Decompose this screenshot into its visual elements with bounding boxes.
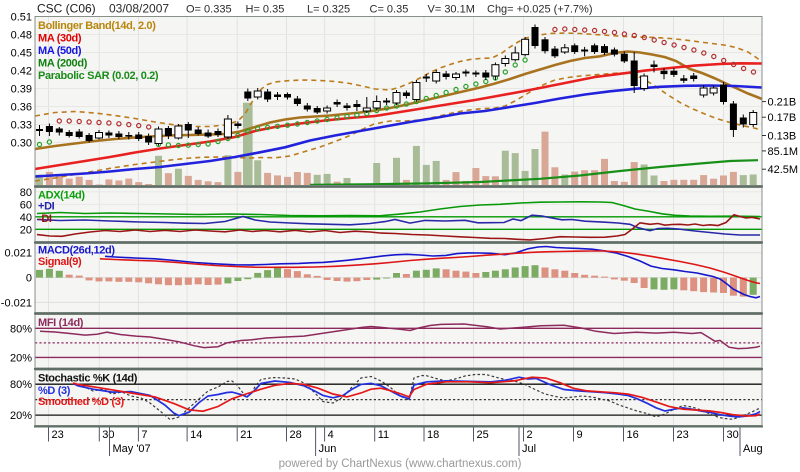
- svg-text:16: 16: [627, 429, 639, 441]
- svg-text:MA (30d): MA (30d): [38, 33, 82, 45]
- svg-text:Chg= +0.025 (+7.7%): Chg= +0.025 (+7.7%): [487, 4, 593, 16]
- svg-text:0.17B: 0.17B: [768, 112, 797, 124]
- svg-text:03/08/2007: 03/08/2007: [109, 2, 169, 16]
- svg-text:80%: 80%: [10, 323, 32, 335]
- svg-text:L= 0.325: L= 0.325: [307, 4, 350, 16]
- svg-text:MFI (14d): MFI (14d): [38, 317, 84, 329]
- svg-text:V= 30.1M: V= 30.1M: [428, 4, 475, 16]
- svg-text:85.1M: 85.1M: [768, 146, 799, 158]
- svg-text:Bollinger Band(14d, 2.0): Bollinger Band(14d, 2.0): [38, 20, 156, 32]
- svg-text:0.36: 0.36: [11, 102, 32, 114]
- svg-text:0.21B: 0.21B: [768, 97, 797, 109]
- svg-text:20%: 20%: [10, 410, 32, 422]
- svg-text:-0.021: -0.021: [1, 297, 32, 309]
- svg-text:28: 28: [290, 429, 302, 441]
- svg-text:30: 30: [727, 429, 739, 441]
- svg-text:0: 0: [26, 273, 32, 285]
- svg-text:0.33: 0.33: [11, 120, 32, 132]
- svg-text:MACD(26d,12d): MACD(26d,12d): [38, 245, 115, 257]
- svg-text:18: 18: [427, 429, 439, 441]
- svg-text:30: 30: [102, 429, 114, 441]
- svg-text:80%: 80%: [10, 379, 32, 391]
- svg-text:14: 14: [190, 429, 202, 441]
- svg-text:Signal(9): Signal(9): [38, 256, 82, 268]
- svg-text:21: 21: [240, 429, 252, 441]
- svg-text:C= 0.35: C= 0.35: [370, 4, 409, 16]
- svg-text:Parabolic SAR (0.02, 0.2): Parabolic SAR (0.02, 0.2): [38, 70, 159, 82]
- svg-text:0.48: 0.48: [11, 30, 32, 42]
- svg-text:O= 0.335: O= 0.335: [186, 4, 232, 16]
- svg-text:Smoothed %D (3): Smoothed %D (3): [38, 396, 124, 408]
- svg-text:May '07: May '07: [113, 443, 151, 455]
- svg-text:80: 80: [20, 187, 32, 199]
- svg-text:0.021: 0.021: [4, 248, 32, 260]
- svg-text:ADX(14d): ADX(14d): [38, 190, 85, 202]
- svg-text:MA (50d): MA (50d): [38, 45, 82, 57]
- svg-text:2: 2: [527, 429, 533, 441]
- svg-text:11: 11: [378, 429, 389, 441]
- svg-text:+DI: +DI: [38, 201, 55, 213]
- svg-text:Aug: Aug: [743, 443, 763, 455]
- svg-text:20: 20: [20, 224, 32, 236]
- svg-text:23: 23: [677, 429, 689, 441]
- svg-text:MA (200d): MA (200d): [38, 58, 88, 70]
- svg-text:-DI: -DI: [38, 213, 52, 225]
- svg-text:%D (3): %D (3): [38, 385, 71, 397]
- svg-text:0.13B: 0.13B: [768, 131, 797, 143]
- svg-text:60: 60: [20, 199, 32, 211]
- svg-text:H= 0.35: H= 0.35: [246, 4, 285, 16]
- svg-text:Jun: Jun: [319, 443, 337, 455]
- svg-text:40: 40: [20, 212, 32, 224]
- svg-text:42.5M: 42.5M: [768, 164, 799, 176]
- svg-text:23: 23: [52, 429, 64, 441]
- svg-text:0.45: 0.45: [11, 48, 32, 60]
- svg-text:0.42: 0.42: [11, 66, 32, 78]
- svg-text:0.30: 0.30: [11, 138, 32, 150]
- svg-text:powered by ChartNexus (www.cha: powered by ChartNexus (www.chartnexus.co…: [279, 458, 522, 470]
- svg-text:CSC (C06): CSC (C06): [37, 2, 96, 16]
- svg-text:Jul: Jul: [522, 443, 536, 455]
- svg-text:9: 9: [577, 429, 583, 441]
- svg-text:0.51: 0.51: [11, 12, 32, 24]
- svg-text:20%: 20%: [10, 352, 32, 364]
- svg-text:0.39: 0.39: [11, 84, 32, 96]
- svg-text:4: 4: [328, 429, 334, 441]
- svg-text:7: 7: [141, 429, 147, 441]
- svg-text:25: 25: [477, 429, 489, 441]
- svg-text:Stochastic %K (14d): Stochastic %K (14d): [38, 373, 138, 385]
